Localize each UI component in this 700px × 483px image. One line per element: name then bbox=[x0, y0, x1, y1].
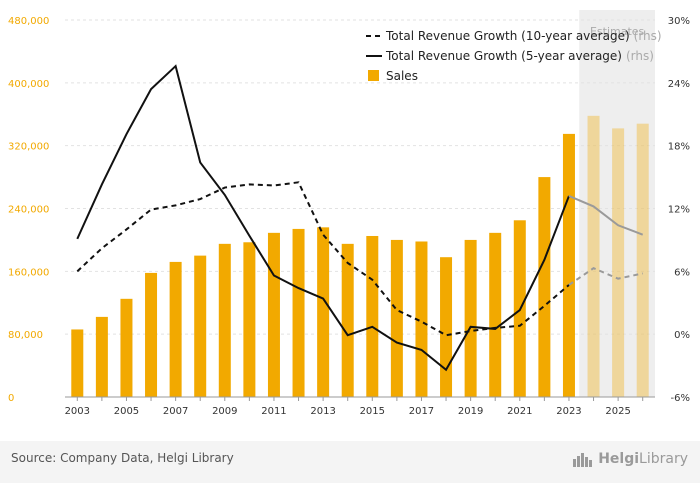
bar-sales bbox=[194, 255, 207, 397]
bar-sales bbox=[464, 239, 477, 397]
line-growth-5y-estimate bbox=[568, 195, 644, 236]
x-tick-label: 2019 bbox=[458, 406, 483, 417]
legend-entry-axis-note: (rhs) bbox=[634, 29, 662, 43]
bar-sales bbox=[636, 123, 649, 398]
bar-sales bbox=[120, 298, 133, 397]
bar-sales bbox=[489, 232, 502, 397]
y-right-tick-label: 18% bbox=[668, 142, 690, 153]
y-left-tick-label: 320,000 bbox=[8, 142, 49, 153]
legend-entry: Total Revenue Growth (5-year average) (rh… bbox=[385, 49, 654, 63]
x-tick-label: 2023 bbox=[556, 406, 581, 417]
bar-sales bbox=[440, 257, 453, 397]
bar-sales bbox=[292, 228, 305, 397]
bar-sales bbox=[587, 115, 600, 397]
x-tick-label: 2015 bbox=[360, 406, 385, 417]
y-left-tick-label: 0 bbox=[8, 393, 14, 404]
bar-sales bbox=[145, 272, 158, 397]
y-left-tick-label: 240,000 bbox=[8, 205, 49, 216]
y-left-tick-label: 80,000 bbox=[8, 330, 43, 341]
bar-sales bbox=[538, 177, 551, 397]
bar-sales bbox=[218, 243, 231, 397]
bar-sales bbox=[612, 128, 625, 397]
y-right-tick-label: 6% bbox=[674, 267, 690, 278]
legend-swatch-sales bbox=[368, 70, 379, 81]
y-right-tick-label: 30% bbox=[668, 16, 690, 27]
x-tick-label: 2011 bbox=[261, 406, 286, 417]
bar-sales bbox=[415, 241, 428, 397]
bar-sales bbox=[366, 235, 379, 397]
legend-entry-axis-note: (rhs) bbox=[626, 49, 654, 63]
legend-entry-name: Sales bbox=[386, 69, 418, 83]
source-note: Source: Company Data, Helgi Library bbox=[11, 451, 234, 465]
legend-entry: Sales bbox=[386, 69, 418, 83]
bar-sales bbox=[71, 329, 84, 397]
estimates-label: Estimates bbox=[590, 25, 645, 38]
bar-sales bbox=[169, 261, 182, 397]
bar-sales bbox=[243, 242, 256, 397]
helgi-library-logo: HelgiLibrary bbox=[572, 450, 688, 468]
bar-sales bbox=[267, 232, 280, 397]
line-growth-5y bbox=[76, 64, 570, 372]
x-tick-label: 2009 bbox=[212, 406, 237, 417]
x-tick-label: 2007 bbox=[163, 406, 188, 417]
x-tick-label: 2003 bbox=[65, 406, 90, 417]
y-right-tick-label: 12% bbox=[668, 205, 690, 216]
chart: Estimates 0 80,000 160,000 240,000 320,000 40… bbox=[8, 10, 690, 417]
bar-sales bbox=[562, 133, 575, 397]
y-left-tick-label: 480,000 bbox=[8, 16, 49, 27]
helgi-library-logo-icon bbox=[573, 453, 593, 467]
x-tick-label: 2021 bbox=[507, 406, 532, 417]
bar-sales bbox=[95, 316, 108, 397]
logo-text-library: Library bbox=[639, 451, 688, 467]
footer: Source: Company Data, Helgi Library Helg… bbox=[0, 441, 700, 483]
y-right-tick-label: -6% bbox=[671, 393, 690, 404]
x-tick-label: 2005 bbox=[114, 406, 139, 417]
x-tick-label: 2013 bbox=[310, 406, 335, 417]
y-left-tick-label: 400,000 bbox=[8, 79, 49, 90]
y-right-tick-label: 24% bbox=[668, 79, 690, 90]
y-left-tick-label: 160,000 bbox=[8, 267, 49, 278]
y-right-tick-label: 0% bbox=[674, 330, 690, 341]
legend-entry-name: Total Revenue Growth (5-year average) bbox=[385, 49, 622, 63]
logo-text-helgi: Helgi bbox=[598, 451, 640, 467]
legend-entry: Total Revenue Growth (10-year average) (r… bbox=[385, 29, 662, 43]
x-tick-label: 2017 bbox=[409, 406, 434, 417]
x-tick-label: 2025 bbox=[605, 406, 630, 417]
estimates-region bbox=[579, 10, 655, 397]
bar-sales bbox=[317, 227, 330, 397]
bar-sales bbox=[390, 239, 403, 397]
bar-sales bbox=[341, 243, 354, 397]
legend-entry-name: Total Revenue Growth (10-year average) bbox=[385, 29, 630, 43]
